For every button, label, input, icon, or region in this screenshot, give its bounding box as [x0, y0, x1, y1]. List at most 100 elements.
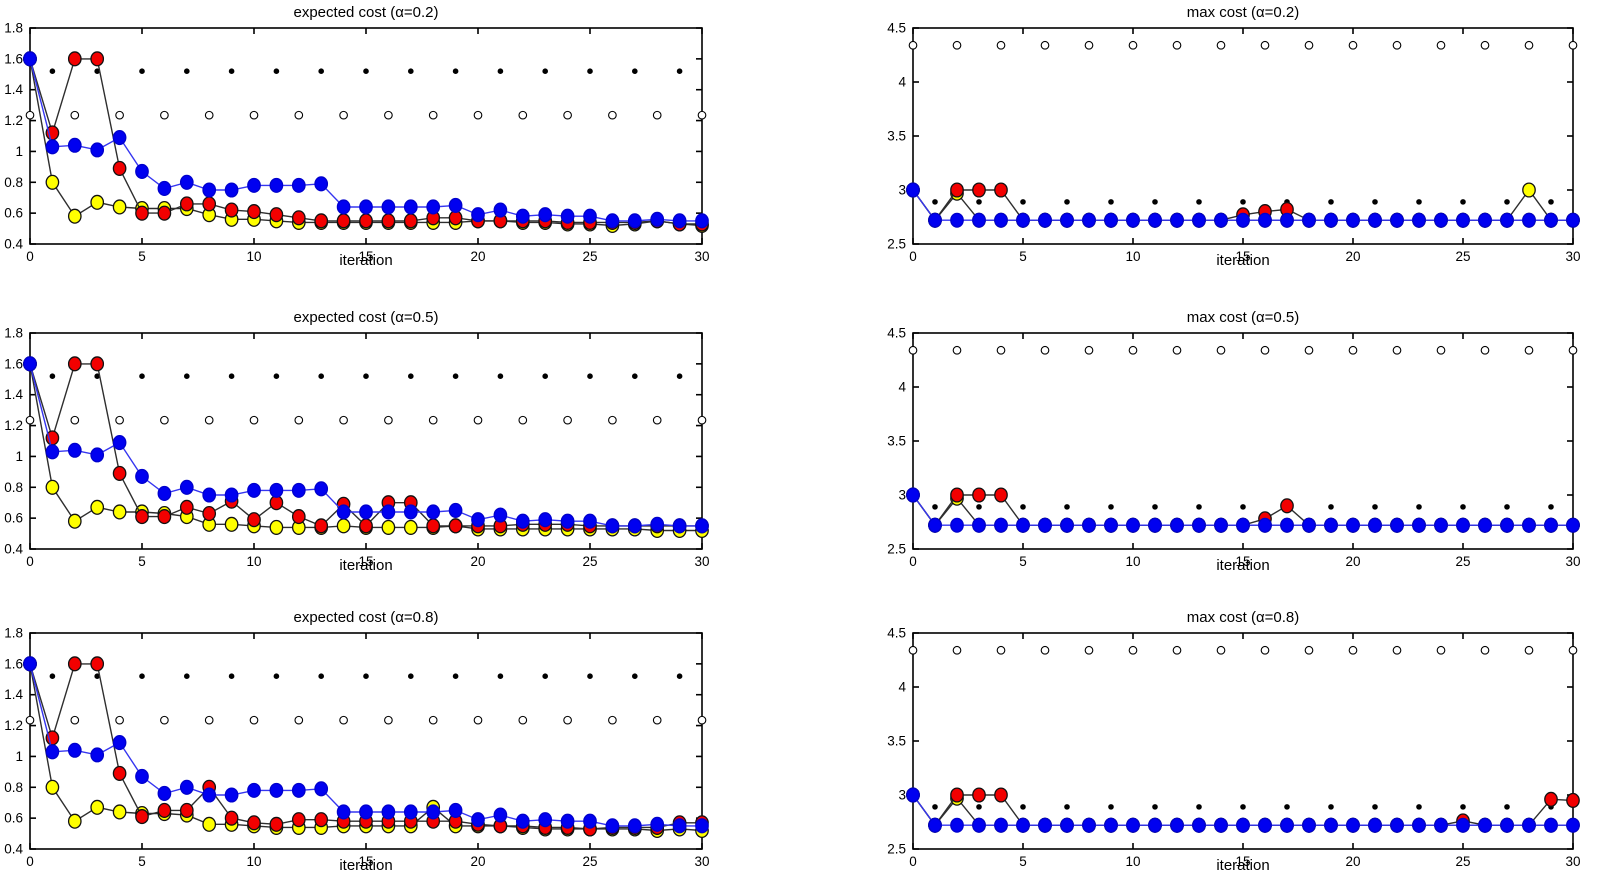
svg-text:30: 30 [1565, 854, 1580, 869]
svg-text:1.8: 1.8 [4, 326, 23, 341]
svg-text:0: 0 [26, 249, 34, 264]
svg-text:30: 30 [694, 554, 709, 569]
svg-text:2.5: 2.5 [887, 542, 906, 557]
series-black-dots [932, 504, 1554, 510]
svg-text:0.8: 0.8 [4, 480, 23, 495]
chart-plot-expected-cost-alpha-0-2: 0 5 10 15 20 25 30 0.4 0.6 0.8 1 1.2 1.4 1.6 1.8 [4, 21, 709, 265]
series-blue [23, 656, 709, 834]
tick-labels: 0 5 10 15 20 25 30 0.4 0.6 0.8 1 1.2 1.4 1.6 1.8 [4, 21, 709, 265]
svg-text:15: 15 [1235, 249, 1250, 264]
svg-text:0.6: 0.6 [4, 811, 23, 826]
chart-plot-max-cost-alpha-0-8: 0 5 10 15 20 25 30 2.5 3 3.5 4 4.5 [887, 626, 1580, 870]
svg-text:10: 10 [246, 249, 261, 264]
panel-expected-cost-alpha-0-2: expected cost (α=0.2) 0 5 10 15 20 25 30 0.4 0.6… [0, 0, 720, 295]
axes [912, 27, 1574, 245]
svg-text:15: 15 [358, 249, 373, 264]
x-axis-label: iteration [1216, 557, 1270, 574]
svg-text:0: 0 [909, 554, 917, 569]
x-axis-label: iteration [339, 557, 393, 574]
svg-text:1.8: 1.8 [4, 21, 23, 36]
svg-text:1: 1 [15, 749, 23, 764]
svg-text:4.5: 4.5 [887, 626, 906, 641]
svg-text:2.5: 2.5 [887, 842, 906, 857]
series-black-dots [49, 68, 683, 74]
svg-text:0: 0 [26, 854, 34, 869]
series-black-dots [49, 373, 683, 379]
svg-text:20: 20 [470, 854, 485, 869]
chart-plot-expected-cost-alpha-0-8: 0 5 10 15 20 25 30 0.4 0.6 0.8 1 1.2 1.4 1.6 1.8 [4, 626, 709, 870]
svg-text:10: 10 [246, 554, 261, 569]
svg-text:1.8: 1.8 [4, 626, 23, 641]
series-open-circles [908, 645, 1578, 655]
chart-plot-max-cost-alpha-0-2: 0 5 10 15 20 25 30 2.5 3 3.5 4 4.5 [887, 21, 1580, 265]
series-blue [906, 182, 1580, 228]
svg-text:1: 1 [15, 449, 23, 464]
svg-text:0: 0 [26, 554, 34, 569]
svg-text:30: 30 [694, 854, 709, 869]
svg-text:5: 5 [138, 249, 146, 264]
series-black-dots [932, 199, 1554, 205]
chart-title: expected cost (α=0.2) [293, 4, 439, 21]
svg-text:15: 15 [1235, 554, 1250, 569]
svg-text:3: 3 [898, 183, 906, 198]
svg-text:20: 20 [1345, 554, 1360, 569]
svg-text:1: 1 [15, 144, 23, 159]
chart-title: max cost (α=0.2) [1186, 4, 1300, 21]
panel-max-cost-alpha-0-8: max cost (α=0.8) 0 5 10 15 20 25 30 2.5 3 3.5 4 4.5… [880, 605, 1604, 890]
svg-text:3: 3 [898, 488, 906, 503]
svg-text:0.4: 0.4 [4, 842, 23, 857]
x-axis-label: iteration [339, 857, 393, 874]
series-black-dots [932, 804, 1554, 810]
svg-text:5: 5 [1019, 554, 1027, 569]
chart-plot-max-cost-alpha-0-5: 0 5 10 15 20 25 30 2.5 3 3.5 4 4.5 [887, 326, 1580, 570]
svg-text:4: 4 [898, 680, 906, 695]
svg-text:5: 5 [138, 554, 146, 569]
svg-text:15: 15 [358, 854, 373, 869]
series-open-circles [25, 415, 707, 425]
series-open-circles [25, 715, 707, 725]
svg-text:30: 30 [694, 249, 709, 264]
tick-labels: 0 5 10 15 20 25 30 2.5 3 3.5 4 4.5 [887, 21, 1580, 265]
svg-text:15: 15 [1235, 854, 1250, 869]
svg-text:4: 4 [898, 380, 906, 395]
panel-expected-cost-alpha-0-5: expected cost (α=0.5) 0 5 10 15 20 25 30 0.4 0.6… [0, 305, 720, 600]
svg-text:25: 25 [582, 554, 597, 569]
svg-text:25: 25 [1455, 249, 1470, 264]
svg-text:20: 20 [1345, 249, 1360, 264]
svg-text:0.4: 0.4 [4, 237, 23, 252]
svg-text:1.2: 1.2 [4, 718, 23, 733]
svg-text:0.8: 0.8 [4, 175, 23, 190]
series-blue [906, 787, 1580, 833]
svg-text:1.6: 1.6 [4, 656, 23, 671]
svg-text:1.4: 1.4 [4, 687, 23, 702]
svg-text:5: 5 [1019, 854, 1027, 869]
svg-text:25: 25 [582, 249, 597, 264]
svg-text:1.4: 1.4 [4, 387, 23, 402]
svg-text:0.4: 0.4 [4, 542, 23, 557]
chart-plot-expected-cost-alpha-0-5: 0 5 10 15 20 25 30 0.4 0.6 0.8 1 1.2 1.4 1.6 1.8 [4, 326, 709, 570]
x-axis-label: iteration [1216, 857, 1270, 874]
chart-title: expected cost (α=0.8) [293, 609, 439, 626]
series-open-circles [908, 40, 1578, 50]
svg-text:1.4: 1.4 [4, 82, 23, 97]
svg-text:20: 20 [1345, 854, 1360, 869]
svg-text:15: 15 [358, 554, 373, 569]
svg-text:4: 4 [898, 75, 906, 90]
svg-text:10: 10 [1125, 554, 1140, 569]
series-open-circles [25, 110, 707, 120]
x-axis-label: iteration [339, 252, 393, 269]
svg-text:2.5: 2.5 [887, 237, 906, 252]
svg-text:1.2: 1.2 [4, 113, 23, 128]
svg-text:1.6: 1.6 [4, 356, 23, 371]
tick-labels: 0 5 10 15 20 25 30 2.5 3 3.5 4 4.5 [887, 326, 1580, 570]
svg-text:3.5: 3.5 [887, 129, 906, 144]
svg-text:4.5: 4.5 [887, 326, 906, 341]
svg-text:25: 25 [582, 854, 597, 869]
panel-max-cost-alpha-0-2: max cost (α=0.2) 0 5 10 15 20 25 30 2.5 3 3.5 4 4.5… [880, 0, 1604, 295]
series-blue [906, 487, 1580, 533]
series-blue [23, 51, 709, 229]
axes [29, 332, 703, 550]
svg-text:1.2: 1.2 [4, 418, 23, 433]
x-axis-label: iteration [1216, 252, 1270, 269]
